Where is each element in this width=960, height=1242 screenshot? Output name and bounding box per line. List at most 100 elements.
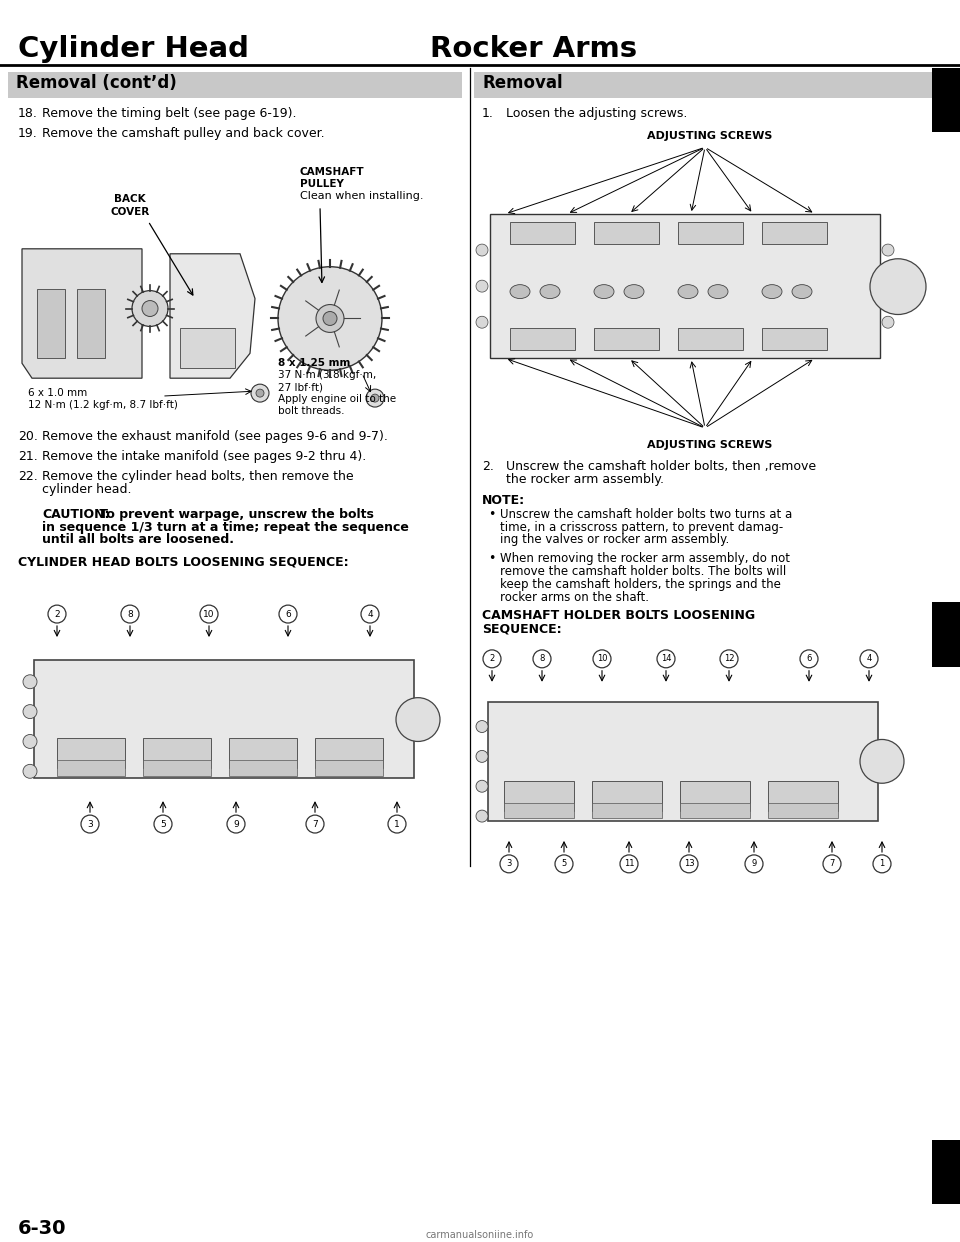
Bar: [594, 328, 659, 350]
Text: CAMSHAFT: CAMSHAFT: [300, 168, 365, 178]
Circle shape: [500, 854, 518, 873]
Circle shape: [23, 734, 37, 749]
Circle shape: [476, 720, 488, 733]
Circle shape: [48, 605, 66, 623]
Circle shape: [200, 605, 218, 623]
Text: 12 N·m (1.2 kgf·m, 8.7 lbf·ft): 12 N·m (1.2 kgf·m, 8.7 lbf·ft): [28, 400, 178, 410]
Bar: [37, 288, 65, 358]
Text: 3: 3: [506, 859, 512, 868]
Circle shape: [154, 815, 172, 833]
Text: COVER: COVER: [110, 207, 150, 217]
Text: Remove the intake manifold (see pages 9-2 thru 4).: Remove the intake manifold (see pages 9-…: [42, 450, 367, 463]
Text: 2: 2: [54, 610, 60, 619]
Circle shape: [823, 854, 841, 873]
Bar: [315, 739, 383, 769]
Bar: [143, 760, 211, 776]
Circle shape: [23, 764, 37, 779]
Bar: [57, 739, 125, 769]
Text: 1: 1: [879, 859, 884, 868]
Circle shape: [366, 389, 384, 407]
Text: Remove the exhaust manifold (see pages 9-6 and 9-7).: Remove the exhaust manifold (see pages 9…: [42, 430, 388, 443]
Bar: [490, 214, 880, 358]
Text: carmanualsoniine.info: carmanualsoniine.info: [426, 1230, 534, 1240]
Text: 8 x 1.25 mm: 8 x 1.25 mm: [278, 358, 350, 369]
Text: Remove the cylinder head bolts, then remove the: Remove the cylinder head bolts, then rem…: [42, 469, 353, 483]
Text: NOTE:: NOTE:: [482, 493, 525, 507]
Text: CYLINDER HEAD BOLTS LOOSENING SEQUENCE:: CYLINDER HEAD BOLTS LOOSENING SEQUENCE:: [18, 555, 348, 569]
Bar: [932, 602, 960, 667]
Circle shape: [873, 854, 891, 873]
Text: remove the camshaft holder bolts. The bolts will: remove the camshaft holder bolts. The bo…: [500, 565, 786, 579]
Text: 20.: 20.: [18, 430, 37, 443]
Text: 13: 13: [684, 859, 694, 868]
Text: Loosen the adjusting screws.: Loosen the adjusting screws.: [506, 108, 687, 120]
Text: 3: 3: [87, 820, 93, 828]
Bar: [488, 702, 878, 821]
Circle shape: [476, 317, 488, 328]
Text: 6 x 1.0 mm: 6 x 1.0 mm: [28, 389, 87, 399]
Text: ADJUSTING SCREWS: ADJUSTING SCREWS: [647, 132, 773, 142]
Circle shape: [882, 245, 894, 256]
Text: cylinder head.: cylinder head.: [42, 483, 132, 496]
Ellipse shape: [594, 284, 614, 298]
Text: Apply engine oil to the: Apply engine oil to the: [278, 394, 396, 404]
Circle shape: [860, 739, 904, 784]
Text: Remove the timing belt (see page 6-19).: Remove the timing belt (see page 6-19).: [42, 108, 297, 120]
Bar: [594, 222, 659, 243]
Bar: [592, 781, 662, 811]
Text: until all bolts are loosened.: until all bolts are loosened.: [42, 534, 234, 546]
Text: 8: 8: [540, 655, 544, 663]
Text: 14: 14: [660, 655, 671, 663]
Text: Removal: Removal: [482, 73, 563, 92]
Text: 7: 7: [829, 859, 834, 868]
Bar: [180, 328, 235, 368]
Bar: [229, 739, 297, 769]
Circle shape: [483, 650, 501, 668]
Text: 2.: 2.: [482, 460, 493, 473]
Circle shape: [745, 854, 763, 873]
Ellipse shape: [792, 284, 812, 298]
Bar: [57, 760, 125, 776]
Text: 27 lbf·ft): 27 lbf·ft): [278, 383, 323, 392]
Text: bolt threads.: bolt threads.: [278, 406, 345, 416]
Circle shape: [279, 605, 297, 623]
Text: Cylinder Head: Cylinder Head: [18, 35, 249, 63]
Text: Remove the camshaft pulley and back cover.: Remove the camshaft pulley and back cove…: [42, 128, 324, 140]
Text: 7: 7: [312, 820, 318, 828]
Bar: [678, 328, 743, 350]
Circle shape: [251, 384, 269, 402]
Polygon shape: [170, 253, 255, 379]
Circle shape: [882, 281, 894, 292]
Circle shape: [870, 258, 926, 314]
Text: 4: 4: [367, 610, 372, 619]
Circle shape: [555, 854, 573, 873]
Ellipse shape: [540, 284, 560, 298]
Text: 1.: 1.: [482, 108, 493, 120]
Text: Unscrew the camshaft holder bolts two turns at a: Unscrew the camshaft holder bolts two tu…: [500, 508, 792, 520]
Bar: [680, 781, 750, 811]
Text: 1: 1: [395, 820, 400, 828]
Bar: [8, 72, 462, 98]
Text: 10: 10: [597, 655, 608, 663]
Text: 8: 8: [127, 610, 132, 619]
Ellipse shape: [708, 284, 728, 298]
Circle shape: [361, 605, 379, 623]
Text: Unscrew the camshaft holder bolts, then ,remove: Unscrew the camshaft holder bolts, then …: [506, 460, 816, 473]
Text: To prevent warpage, unscrew the bolts: To prevent warpage, unscrew the bolts: [95, 508, 373, 520]
Bar: [932, 67, 960, 133]
Text: in sequence 1/3 turn at a time; repeat the sequence: in sequence 1/3 turn at a time; repeat t…: [42, 520, 409, 534]
Text: SEQUENCE:: SEQUENCE:: [482, 622, 562, 635]
Circle shape: [278, 267, 382, 370]
Text: 11: 11: [624, 859, 635, 868]
Text: 10: 10: [204, 610, 215, 619]
Text: rocker arms on the shaft.: rocker arms on the shaft.: [500, 591, 649, 604]
Text: 19.: 19.: [18, 128, 37, 140]
Circle shape: [476, 810, 488, 822]
Text: 5: 5: [160, 820, 166, 828]
Bar: [510, 222, 575, 243]
Text: 22.: 22.: [18, 469, 37, 483]
Circle shape: [256, 389, 264, 397]
Circle shape: [396, 698, 440, 741]
Bar: [680, 804, 750, 818]
Text: 6: 6: [806, 655, 812, 663]
